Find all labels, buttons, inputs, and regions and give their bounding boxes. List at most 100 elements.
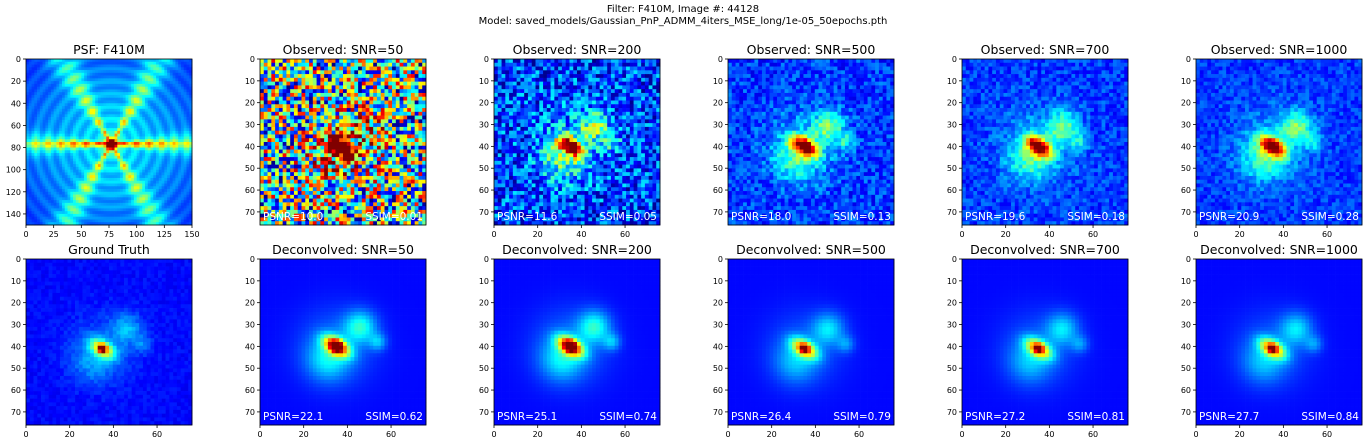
heatmap-cell [283, 63, 287, 67]
heatmap-cell [87, 84, 90, 87]
heatmap-cell [162, 125, 165, 128]
heatmap-cell [142, 186, 145, 189]
heatmap-cell [145, 101, 148, 104]
heatmap-cell [181, 175, 184, 178]
heatmap-cell [186, 181, 189, 184]
heatmap-cell [294, 112, 298, 116]
heatmap-cell [134, 203, 137, 206]
heatmap-cell [34, 103, 37, 106]
heatmap-cell [120, 175, 123, 178]
heatmap-cell [123, 78, 126, 81]
heatmap-cell [70, 59, 73, 62]
heatmap-cell [62, 195, 65, 198]
heatmap-cell [388, 101, 392, 105]
heatmap-cell [358, 172, 362, 176]
heatmap-cell [156, 217, 159, 220]
heatmap-cell [32, 214, 35, 217]
heatmap-cell [328, 112, 332, 116]
heatmap-cell [51, 206, 54, 209]
heatmap-cell [29, 95, 32, 98]
heatmap-cell [123, 219, 126, 222]
heatmap-cell [92, 62, 95, 65]
heatmap-cell [403, 59, 407, 63]
heatmap-cell [123, 178, 126, 181]
heatmap-cell [186, 161, 189, 164]
heatmap-cell [59, 145, 62, 148]
heatmap-cell [65, 156, 68, 159]
heatmap-cell [142, 131, 145, 134]
heatmap-cell [115, 123, 118, 126]
heatmap-cell [131, 203, 134, 206]
heatmap-cell [134, 120, 137, 123]
heatmap-cell [151, 98, 154, 101]
heatmap-cell [181, 142, 184, 145]
heatmap-cell [381, 153, 385, 157]
heatmap-cell [92, 217, 95, 220]
heatmap-cell [264, 67, 268, 71]
heatmap-cell [181, 164, 184, 167]
heatmap-cell [106, 159, 109, 162]
heatmap-cell [120, 76, 123, 79]
heatmap-cell [162, 217, 165, 220]
heatmap-cell [62, 164, 65, 167]
heatmap-cell [32, 170, 35, 173]
heatmap-cell [294, 123, 298, 127]
heatmap-cell [362, 116, 366, 120]
heatmap-cell [95, 159, 98, 162]
heatmap-cell [369, 74, 373, 78]
heatmap-cell [112, 197, 115, 200]
heatmap-cell [62, 153, 65, 156]
heatmap-cell [103, 123, 106, 126]
heatmap-cell [92, 109, 95, 112]
heatmap-cell [54, 200, 57, 203]
heatmap-cell [48, 114, 51, 117]
heatmap-cell [298, 59, 302, 63]
heatmap-cell [186, 150, 189, 153]
heatmap-cell [126, 186, 129, 189]
heatmap-cell [343, 67, 347, 71]
heatmap-cell [101, 184, 104, 187]
heatmap-cell [115, 89, 118, 92]
heatmap-cell [186, 131, 189, 134]
heatmap-cell [175, 70, 178, 73]
heatmap-cell [115, 87, 118, 90]
heatmap-cell [275, 116, 279, 120]
heatmap-cell [73, 189, 76, 192]
heatmap-cell [164, 78, 167, 81]
heatmap-cell [411, 131, 415, 135]
heatmap-cell [167, 87, 170, 90]
heatmap-cell [320, 165, 324, 169]
heatmap-cell [70, 214, 73, 217]
heatmap-cell [268, 119, 272, 123]
heatmap-cell [29, 181, 32, 184]
heatmap-cell [76, 87, 79, 90]
heatmap-cell [120, 164, 123, 167]
heatmap-cell [153, 203, 156, 206]
y-tick-label: 80 [11, 144, 21, 153]
heatmap-cell [68, 95, 71, 98]
heatmap-cell [70, 73, 73, 76]
heatmap-cell [79, 189, 82, 192]
heatmap-cell [305, 104, 309, 108]
heatmap-cell [29, 103, 32, 106]
heatmap-cell [369, 123, 373, 127]
heatmap-cell [73, 178, 76, 181]
heatmap-cell [112, 167, 115, 170]
heatmap-cell [186, 217, 189, 220]
heatmap-cell [178, 67, 181, 70]
heatmap-cell [134, 197, 137, 200]
heatmap-cell [415, 63, 419, 67]
heatmap-cell [106, 89, 109, 92]
heatmap-cell [260, 116, 264, 120]
heatmap-cell [68, 153, 71, 156]
heatmap-cell [309, 127, 313, 131]
heatmap-cell [347, 97, 351, 101]
heatmap-cell [134, 134, 137, 137]
heatmap-cell [54, 65, 57, 68]
heatmap-cell [317, 59, 321, 63]
heatmap-cell [32, 167, 35, 170]
heatmap-cell [369, 93, 373, 97]
heatmap-cell [298, 108, 302, 112]
heatmap-cell [328, 119, 332, 123]
heatmap-cell [123, 81, 126, 84]
